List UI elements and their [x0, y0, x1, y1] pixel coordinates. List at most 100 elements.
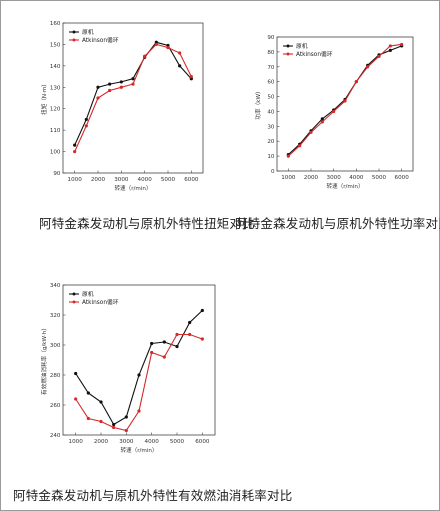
y-tick-label: 90	[267, 35, 275, 41]
atkinson-data-point	[320, 120, 324, 124]
atkinson-data-point	[309, 130, 313, 134]
original-series-line	[74, 41, 192, 146]
original-data-point	[137, 373, 141, 377]
original-data-point	[162, 340, 166, 344]
y-tick-label: 0	[271, 169, 275, 175]
original-data-point	[200, 308, 204, 313]
x-tick-label: 2000	[94, 439, 109, 445]
x-tick-label: 3000	[119, 439, 134, 445]
x-tick-label: 1000	[68, 177, 83, 183]
original-legend-marker	[286, 44, 290, 48]
atkinson-legend-label: Atkinson循环	[296, 50, 333, 58]
atkinson-data-point	[73, 149, 77, 154]
original-data-point	[175, 344, 179, 349]
y-tick-label: 100	[50, 150, 61, 156]
plot-frame	[62, 22, 204, 174]
original-legend-label: 原机	[296, 42, 308, 50]
atkinson-data-point	[388, 44, 392, 48]
atkinson-data-point	[124, 428, 128, 433]
atkinson-legend-marker	[72, 300, 76, 304]
bsfc-chart-caption: 阿特金森发动机与原机外特性有效燃油消耗率对比	[13, 488, 293, 503]
atkinson-data-point	[96, 96, 100, 100]
x-tick-label: 2000	[91, 177, 106, 183]
atkinson-data-point	[119, 85, 123, 89]
original-legend-marker	[72, 292, 76, 296]
atkinson-series-line	[75, 333, 203, 432]
torque-chart: 90 100 110 120 130 140 150 160 1000 2000 3000 4000 5…	[40, 21, 204, 192]
y-tick-label: 30	[267, 124, 275, 130]
original-data-point	[86, 391, 90, 395]
original-data-point	[388, 48, 392, 52]
atkinson-data-point	[354, 80, 358, 84]
atkinson-data-point	[366, 65, 370, 69]
bsfc-chart: 240 260 280 300 320 340 1000 2000 3000 4000 5000 60…	[40, 283, 216, 454]
x-tick-label: 6000	[184, 177, 199, 183]
original-data-point	[108, 82, 112, 86]
atkinson-data-point	[154, 42, 158, 47]
original-data-point	[124, 415, 128, 419]
x-tick-label: 4000	[145, 439, 160, 445]
power-chart-caption: 阿特金森发动机与原机外特性功率对比	[235, 216, 440, 231]
atkinson-data-point	[166, 46, 170, 50]
y-tick-label: 40	[267, 109, 275, 115]
y-tick-label: 320	[50, 313, 61, 319]
original-data-point	[73, 143, 77, 147]
atkinson-data-point	[189, 74, 193, 79]
x-tick-label: 6000	[395, 175, 410, 181]
original-data-point	[178, 64, 182, 68]
original-data-point	[119, 80, 123, 84]
atkinson-data-point	[143, 54, 147, 58]
x-tick-label: 1000	[69, 439, 84, 445]
atkinson-data-point	[178, 51, 182, 55]
x-tick-label: 3000	[114, 177, 129, 183]
atkinson-legend-label: Atkinson循环	[82, 36, 119, 44]
atkinson-data-point	[131, 82, 135, 86]
y-tick-label: 260	[50, 403, 61, 409]
y-axis-label: 扭矩（N·m）	[40, 81, 48, 115]
x-axis-label: 转速（r/min）	[120, 446, 157, 454]
y-tick-label: 110	[50, 128, 61, 134]
y-tick-label: 120	[50, 107, 61, 113]
atkinson-data-point	[74, 397, 78, 401]
atkinson-data-point	[343, 99, 347, 103]
atkinson-data-point	[188, 332, 192, 337]
atkinson-data-point	[162, 355, 166, 359]
x-tick-label: 1000	[281, 175, 296, 181]
original-data-point	[188, 320, 192, 325]
original-legend-label: 原机	[82, 290, 94, 298]
y-axis-label: 功率（kW）	[254, 88, 262, 119]
atkinson-data-point	[175, 332, 179, 337]
y-tick-label: 160	[50, 21, 61, 27]
y-tick-label: 10	[267, 154, 275, 160]
torque-chart-caption: 阿特金森发动机与原机外特性扭矩对比	[39, 216, 255, 231]
atkinson-data-point	[200, 337, 204, 341]
y-tick-label: 80	[267, 50, 275, 56]
atkinson-series-line	[74, 43, 192, 152]
original-legend-label: 原机	[82, 28, 94, 36]
y-axis-label: 有效燃油消耗率（g/kW·h）	[40, 325, 48, 395]
original-legend-marker	[72, 30, 76, 34]
x-tick-label: 6000	[195, 439, 210, 445]
atkinson-data-point	[400, 42, 404, 47]
original-data-point	[74, 371, 78, 376]
x-axis-label: 转速（r/min）	[326, 182, 363, 190]
original-data-point	[131, 77, 135, 81]
atkinson-data-point	[86, 416, 90, 421]
x-tick-label: 4000	[349, 175, 364, 181]
plot-frame	[276, 36, 414, 172]
y-tick-label: 140	[50, 64, 61, 70]
x-tick-label: 4000	[138, 177, 153, 183]
original-data-point	[320, 117, 324, 121]
y-tick-label: 20	[267, 139, 275, 145]
atkinson-data-point	[137, 409, 141, 413]
atkinson-data-point	[108, 88, 112, 93]
y-tick-label: 90	[53, 171, 61, 177]
original-data-point	[96, 85, 100, 89]
atkinson-data-point	[99, 419, 103, 424]
plot-frame	[62, 284, 216, 436]
power-chart: 0 10 20 30 40 50 60 70 80 90 1000 2000 3000 4000 5000 6…	[254, 35, 414, 190]
